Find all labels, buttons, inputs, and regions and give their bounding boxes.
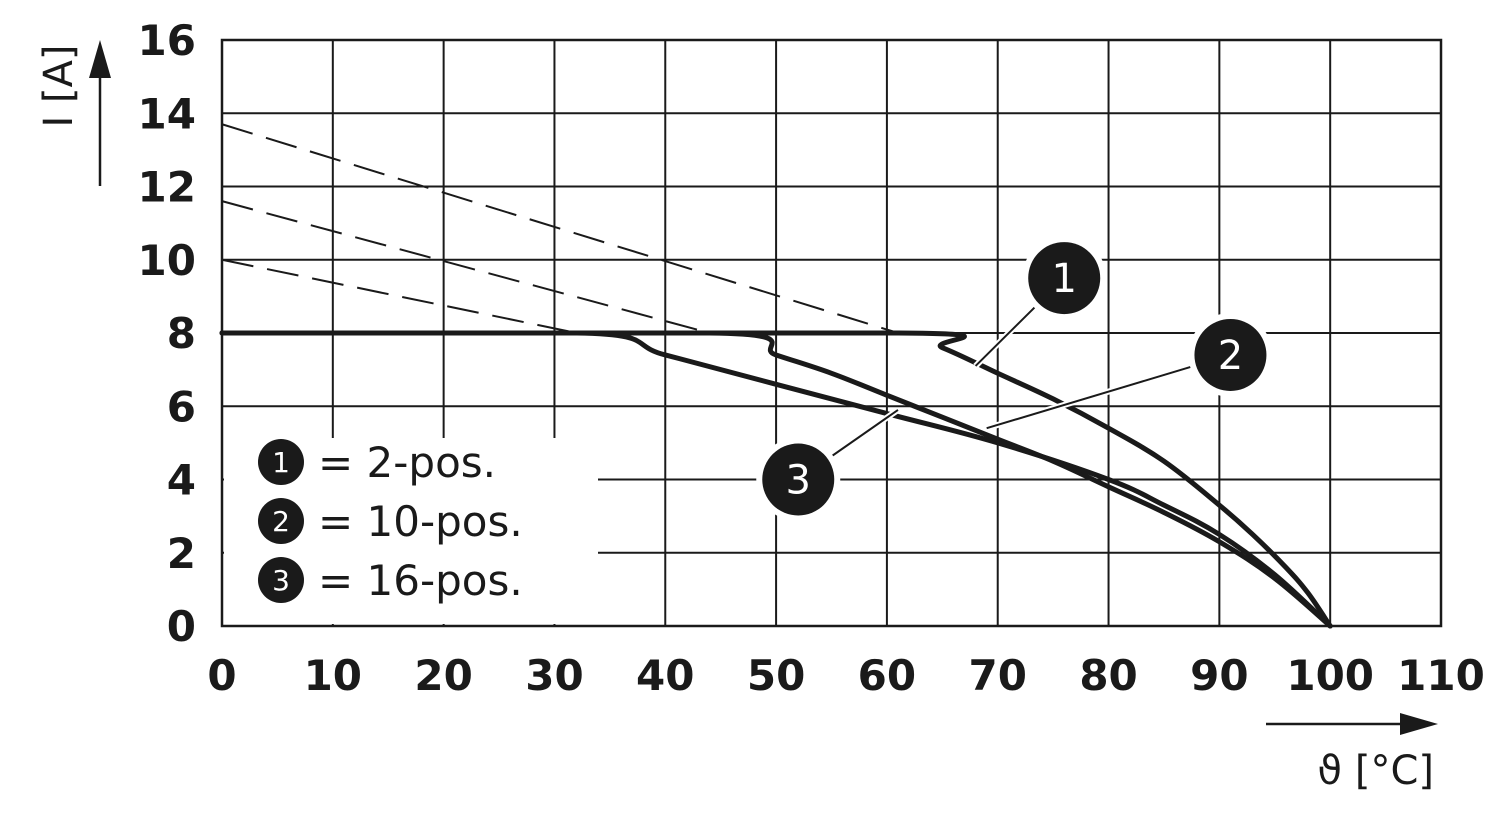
plot-frame — [220, 38, 1443, 628]
annotation-leader-2 — [986, 354, 1231, 430]
annotations: 1 2 3 — [756, 236, 1273, 522]
dashed-extensions — [221, 123, 899, 334]
curve-series-3 — [219, 330, 1333, 629]
x-axis-arrow-icon — [1400, 713, 1438, 735]
y-tick-label: 16 — [138, 16, 196, 65]
x-tick-label: 70 — [969, 651, 1027, 700]
legend-entry-text: = 16-pos. — [318, 556, 523, 605]
annotation-marker-3 — [762, 443, 835, 516]
derating-curves — [219, 330, 1333, 629]
x-tick-label: 100 — [1286, 651, 1374, 700]
legend-marker-2 — [258, 498, 304, 544]
x-tick-label: 60 — [858, 651, 916, 700]
y-axis-label: I [A] — [36, 44, 82, 127]
legend-marker-3 — [258, 557, 304, 603]
y-tick-label: 10 — [138, 236, 196, 285]
plot-border — [220, 38, 1443, 628]
x-tick-label: 10 — [304, 651, 362, 700]
legend-marker-number: 2 — [272, 505, 290, 538]
legend-entry-text: = 10-pos. — [318, 497, 523, 546]
y-tick-label: 12 — [138, 163, 196, 212]
y-axis-arrow-icon — [89, 40, 111, 78]
x-axis-label: ϑ [°C] — [1317, 748, 1434, 794]
y-tick-label: 6 — [167, 382, 196, 431]
axis-labels: I [A] ϑ [°C] — [36, 40, 1438, 794]
curve-series-2 — [219, 330, 1333, 629]
annotation-marker-number: 2 — [1218, 333, 1243, 379]
x-tick-label: 0 — [207, 651, 236, 700]
dashed-line-series-3 — [221, 258, 577, 334]
legend-entry-text: = 2-pos. — [318, 438, 496, 487]
legend-marker-number: 3 — [272, 564, 290, 597]
dashed-line-series-2 — [221, 200, 710, 334]
legend-marker-number: 1 — [272, 446, 290, 479]
annotation-marker-number: 3 — [786, 458, 811, 504]
annotation-marker-number: 1 — [1051, 256, 1076, 302]
x-tick-label: 90 — [1190, 651, 1248, 700]
y-tick-label: 2 — [167, 529, 196, 578]
x-tick-label: 50 — [747, 651, 805, 700]
annotation-marker-2 — [1194, 318, 1267, 391]
y-tick-label: 8 — [167, 309, 196, 358]
curve-series-1 — [219, 330, 1333, 629]
y-tick-label: 14 — [138, 89, 196, 138]
x-tick-label: 80 — [1079, 651, 1137, 700]
x-tick-label: 20 — [414, 651, 472, 700]
x-tick-label: 30 — [525, 651, 583, 700]
legend: 1 = 2-pos. 2 = 10-pos. 3 = 16-pos. — [258, 438, 523, 605]
dashed-line-series-1 — [221, 123, 899, 334]
x-tick-label: 110 — [1397, 651, 1485, 700]
x-tick-label: 40 — [636, 651, 694, 700]
y-tick-label: 4 — [167, 456, 196, 505]
annotation-marker-1 — [1028, 242, 1101, 315]
legend-marker-1 — [258, 439, 304, 485]
y-tick-label: 0 — [167, 602, 196, 651]
